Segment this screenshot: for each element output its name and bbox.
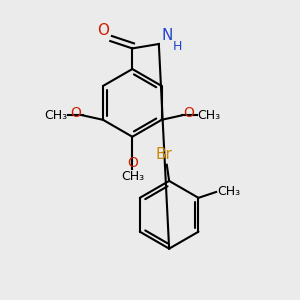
Text: Br: Br: [156, 147, 173, 162]
Text: H: H: [173, 40, 182, 53]
Text: N: N: [161, 28, 172, 43]
Text: CH₃: CH₃: [121, 170, 144, 183]
Text: CH₃: CH₃: [218, 185, 241, 199]
Text: O: O: [127, 157, 138, 170]
Text: O: O: [70, 106, 82, 120]
Text: CH₃: CH₃: [198, 109, 221, 122]
Text: CH₃: CH₃: [44, 109, 67, 122]
Text: O: O: [97, 23, 109, 38]
Text: O: O: [183, 106, 194, 120]
